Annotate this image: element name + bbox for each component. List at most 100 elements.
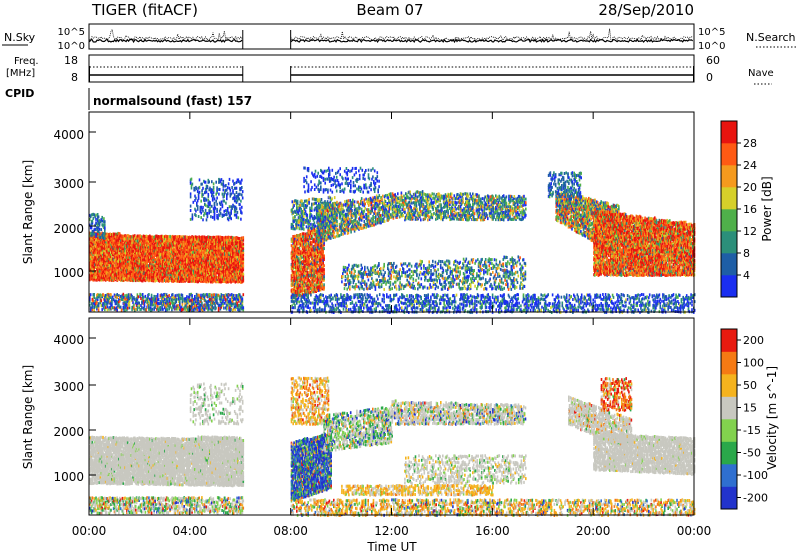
range-cell [124, 294, 126, 297]
range-cell [153, 295, 155, 298]
range-cell [243, 306, 245, 309]
noise-traces [90, 29, 693, 49]
range-cell [133, 303, 135, 306]
frequency-tick-top: 18 [64, 54, 78, 67]
range-cell [233, 294, 235, 297]
noise-left-label: N.Sky [4, 31, 36, 44]
range-cell [98, 302, 100, 305]
range-cell [208, 307, 210, 310]
range-cell [172, 269, 174, 272]
range-cell [151, 294, 153, 297]
range-cell [162, 308, 164, 311]
nave-label: Nave [748, 68, 774, 79]
range-cell [93, 299, 95, 302]
plot-title: TIGER (fitACF) [91, 1, 198, 19]
range-cell [213, 293, 215, 296]
noise-right-tick-top: 10^5 [698, 27, 725, 38]
radar-summary-plot: TIGER (fitACF) Beam 07 28/Sep/2010 N.Sky… [0, 0, 800, 554]
range-cell [112, 306, 114, 309]
noise-panel: N.Sky 10^5 10^0 10^5 10^0 N.Search [2, 24, 796, 52]
range-cell [143, 296, 145, 299]
range-cell [93, 296, 95, 299]
range-cell [213, 306, 215, 309]
range-cell [141, 306, 143, 309]
range-cell [137, 306, 139, 309]
range-cell [243, 277, 245, 280]
range-cell [107, 308, 109, 311]
range-cell [98, 309, 100, 312]
range-cell [179, 294, 181, 297]
range-cell [152, 308, 154, 311]
range-cell [172, 293, 174, 296]
range-cell [242, 298, 244, 301]
range-cell [90, 293, 92, 296]
range-cell [124, 309, 126, 312]
range-cell [138, 302, 140, 305]
range-cell [243, 243, 245, 246]
range-cell [107, 305, 109, 308]
frequency-traces [90, 66, 694, 82]
range-cell [182, 294, 184, 297]
range-cell [158, 298, 160, 301]
power-data-cells [89, 167, 696, 315]
range-cell [218, 236, 220, 239]
range-cell [142, 293, 144, 296]
range-cell [101, 308, 103, 311]
range-cell [140, 293, 142, 296]
range-cell [111, 298, 113, 301]
range-cell [235, 308, 237, 311]
range-cell [104, 252, 106, 255]
range-cell [227, 307, 229, 310]
nave-tick-bottom: 0 [706, 71, 713, 84]
range-cell [243, 264, 245, 267]
range-cell [230, 308, 232, 311]
range-cell [243, 273, 245, 276]
range-cell [129, 304, 131, 307]
range-cell [128, 293, 130, 296]
noise-right-label: N.Search [746, 31, 796, 44]
noise-right-tick-bottom: 10^0 [698, 41, 725, 52]
range-cell [229, 294, 231, 297]
range-cell [180, 297, 182, 300]
range-cell [146, 308, 148, 311]
range-cell [243, 258, 245, 261]
range-cell [101, 299, 103, 302]
range-cell [164, 298, 166, 301]
range-cell [176, 298, 178, 301]
range-cell [93, 293, 95, 296]
range-cell [91, 227, 93, 230]
range-cell [123, 293, 125, 296]
range-cell [208, 304, 210, 307]
range-cell [171, 307, 173, 310]
range-cell [121, 309, 123, 312]
noise-left-tick-top: 10^5 [58, 27, 85, 38]
range-cell [135, 308, 137, 311]
range-cell [243, 293, 245, 296]
noise-left-tick-bottom: 10^0 [58, 41, 85, 52]
range-cell [116, 296, 118, 299]
frequency-label-line1: Freq. [14, 56, 39, 67]
range-cell [110, 293, 112, 296]
range-cell [176, 294, 178, 297]
range-cell [93, 309, 95, 312]
range-cell [118, 269, 120, 272]
range-cell [131, 295, 133, 298]
range-cell [223, 307, 225, 310]
beam-label: Beam 07 [356, 1, 423, 19]
range-cell [243, 268, 245, 271]
noise-panel-frame [89, 24, 694, 49]
range-cell [148, 293, 150, 296]
range-cell [120, 306, 122, 309]
range-cell [209, 293, 211, 296]
range-cell [129, 300, 131, 303]
range-cell [236, 294, 238, 297]
frequency-panel-frame [89, 55, 694, 82]
range-cell [126, 304, 128, 307]
frequency-label-line2: [MHz] [6, 68, 35, 79]
range-cell [140, 297, 142, 300]
range-cell [233, 303, 235, 306]
range-cell [215, 307, 217, 310]
cpid-value: normalsound (fast) 157 [93, 94, 252, 108]
frequency-panel: Freq. [MHz] 18 8 60 0 Nave [6, 54, 774, 84]
date-label: 28/Sep/2010 [598, 1, 694, 19]
